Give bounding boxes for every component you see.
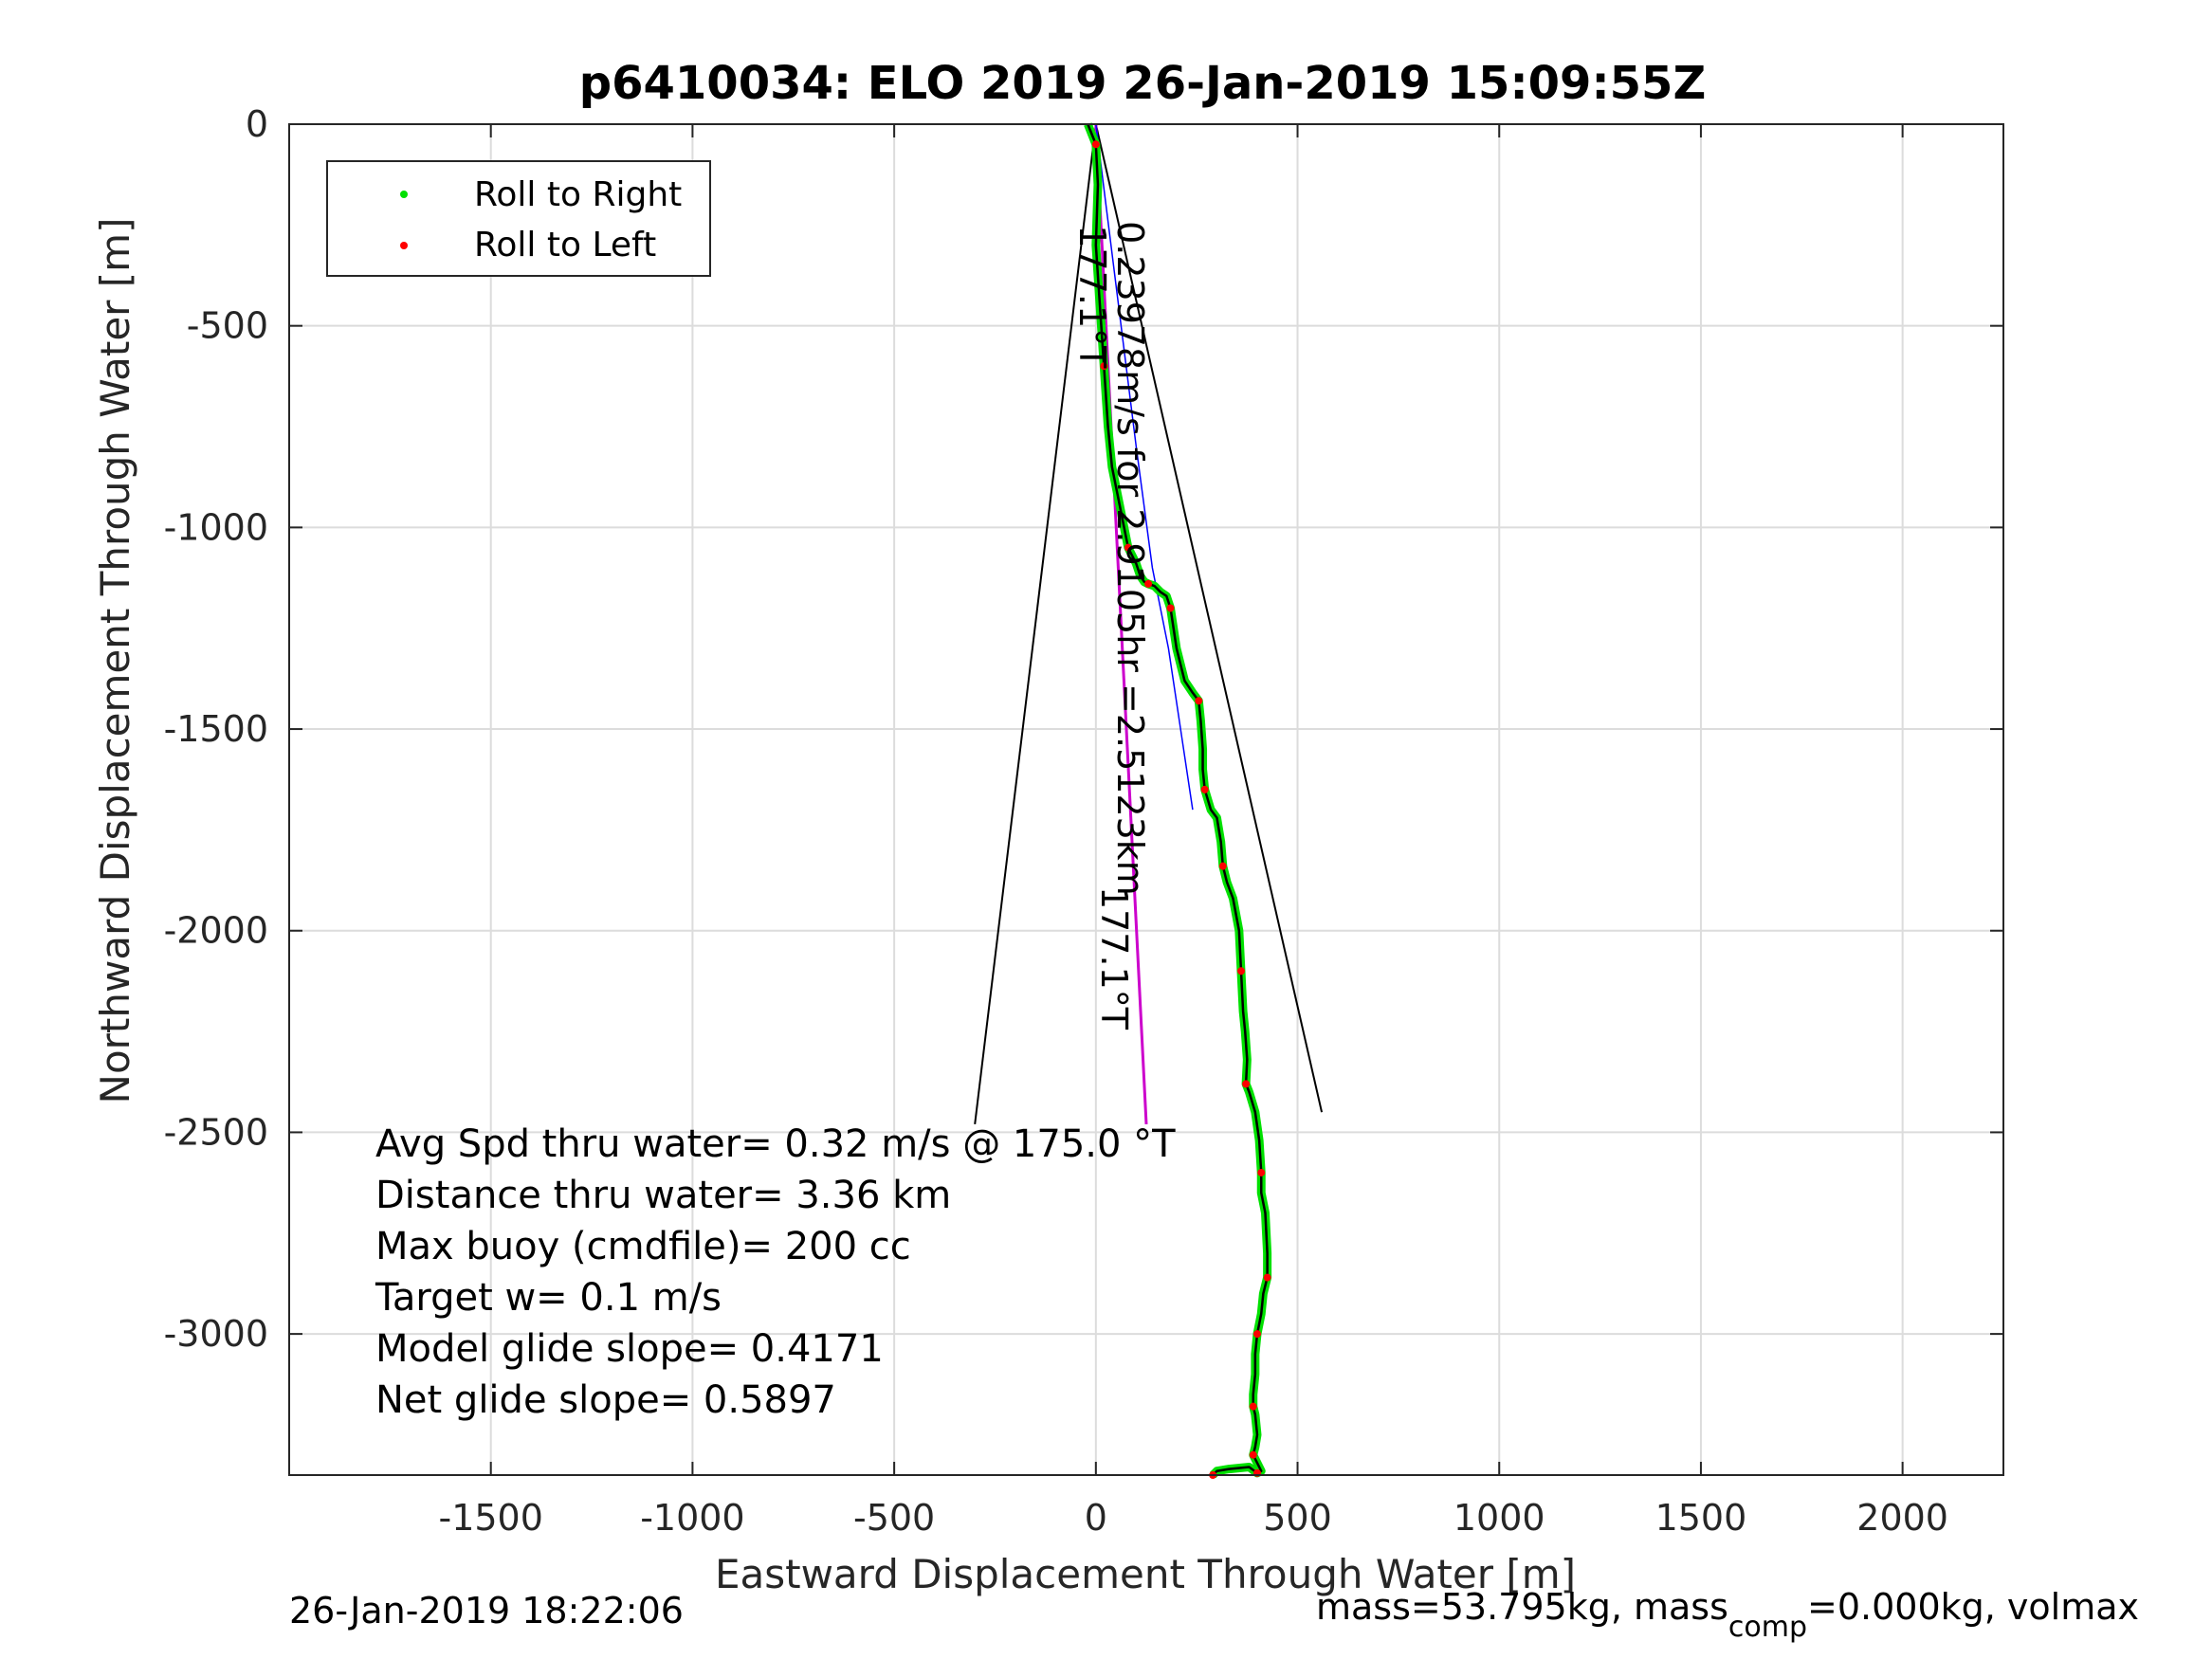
roll-left-point [1263,1273,1271,1282]
heading-annotation: 177.1°T [1071,225,1113,369]
y-tick-label: -2000 [164,910,268,952]
stat-target-w: Target w= 0.1 m/s [375,1276,722,1320]
heading-cone-line [974,123,1097,1125]
roll-left-point [1100,362,1108,371]
legend-marker-roll-right [400,191,408,198]
y-tick-label: -3000 [164,1313,268,1355]
roll-left-point [1091,140,1100,149]
axes-box [288,123,2004,1476]
x-tick-label: -1500 [438,1497,542,1539]
footer-mass-sub: comp [1728,1611,1807,1644]
roll-left-point [1218,862,1227,870]
plot-area [289,124,2003,1475]
stat-avg-speed: Avg Spd thru water= 0.32 m/s @ 175.0 °T [375,1122,1176,1166]
stats-block: Avg Spd thru water= 0.32 m/s @ 175.0 °T … [375,1122,1176,1422]
y-tick-label: -1000 [164,506,268,548]
footer-mass-rest: =0.000kg, volmax [1807,1586,2139,1628]
stat-net-glide-slope: Net glide slope= 0.5897 [375,1378,836,1422]
x-axis-label: Eastward Displacement Through Water [m] [715,1551,1576,1597]
roll-left-point [1236,967,1245,975]
x-tick-label: -500 [853,1497,935,1539]
roll-left-point [1144,579,1153,588]
roll-left-point [1257,1168,1266,1176]
rotated-annotations: 177.1°T0.23978m/s for 2.9105hr =2.5123km… [1071,221,1151,1030]
legend-label-roll-right: Roll to Right [474,175,682,214]
roll-left-point [1242,1080,1251,1088]
roll-left-point [1249,1450,1257,1459]
roll-left-point [1166,604,1175,612]
x-tick-label: 2000 [1856,1497,1948,1539]
legend-label-roll-left: Roll to Left [474,226,656,264]
legend-marker-roll-left [400,242,408,249]
y-tick-label: -1500 [164,708,268,750]
heading-cone-lines [974,123,1324,1125]
roll-left-point [1252,1330,1261,1339]
x-tick-label: -1000 [640,1497,744,1539]
y-tick-label: -500 [187,305,268,347]
stat-model-glide-slope: Model glide slope= 0.4171 [375,1327,884,1371]
roll-left-point [1195,697,1203,705]
x-tick-label: 0 [1085,1497,1107,1539]
heading-annotation: 177.1°T [1093,886,1135,1030]
stat-distance: Distance thru water= 3.36 km [375,1174,951,1217]
legend: Roll to Right Roll to Left [326,160,711,277]
model-track-line [1095,123,1194,811]
chart-title: p6410034: ELO 2019 26-Jan-2019 15:09:55Z [579,57,1707,110]
glider-path-line [1087,123,1269,1476]
mean-heading-line [1094,123,1148,1125]
legend-box [326,160,711,277]
footer-timestamp: 26-Jan-2019 18:22:06 [289,1590,684,1632]
roll-left-point [1249,1402,1257,1411]
x-tick-labels: -1500 -1000 -500 0 500 1000 1500 2000 [438,1497,1948,1539]
footer-mass-text: mass=53.795kg, mass [1316,1586,1728,1628]
roll-left-point [1200,785,1209,793]
y-tick-label: 0 [246,103,268,145]
stat-max-buoy: Max buoy (cmdfile)= 200 cc [375,1225,911,1268]
roll-left-point [1124,543,1132,552]
footer-mass: mass=53.795kg, masscomp=0.000kg, volmax [1316,1586,2139,1644]
heading-annotation: 0.23978m/s for 2.9105hr =2.5123km [1109,221,1151,896]
x-tick-label: 1500 [1655,1497,1747,1539]
y-tick-labels: 0 -500 -1000 -1500 -2000 -2500 -3000 [164,103,268,1355]
y-tick-label: -2500 [164,1111,268,1153]
heading-cone-line [1094,123,1324,1113]
x-tick-label: 500 [1263,1497,1332,1539]
x-tick-label: 1000 [1453,1497,1545,1539]
y-axis-label: Northward Displacement Through Water [m] [92,218,138,1104]
heading-lines [1094,123,1194,1125]
